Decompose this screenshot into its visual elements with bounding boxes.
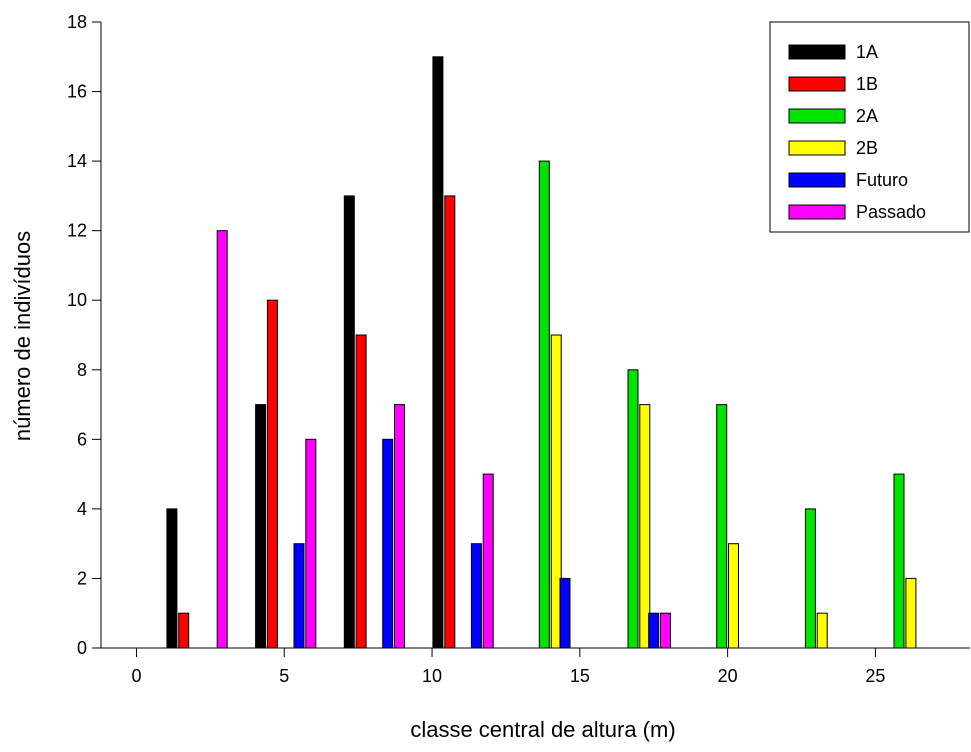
bar-1a-7.2 <box>343 195 355 649</box>
bar-futuro-17.5 <box>648 612 660 649</box>
bar-futuro-14.5 <box>559 577 571 649</box>
bar-passado-2.9 <box>216 230 228 649</box>
bar-passado-11.9 <box>482 473 494 649</box>
legend: 1A 1B 2A 2B Futuro Passado <box>769 21 970 233</box>
bar-2a-19.8 <box>716 404 728 649</box>
legend-swatch-1b <box>788 76 846 92</box>
x-tick-label-15: 15 <box>570 666 590 686</box>
bar-passado-8.9 <box>394 404 405 649</box>
x-axis-title: classe central de altura (m) <box>410 717 675 742</box>
y-tick-label-4: 4 <box>77 499 87 519</box>
bar-futuro-5.5 <box>293 543 305 649</box>
bar-1a-10.2 <box>432 56 444 649</box>
y-tick-label-10: 10 <box>67 290 87 310</box>
y-axis-title: número de indivíduos <box>10 231 35 441</box>
legend-label-passado: Passado <box>856 202 926 222</box>
legend-swatch-futuro <box>788 172 846 188</box>
bar-passado-17.9 <box>660 612 671 649</box>
y-tick-label-18: 18 <box>67 12 87 32</box>
x-tick-label-10: 10 <box>422 666 442 686</box>
bar-2a-13.8 <box>538 160 550 649</box>
legend-swatch-1a <box>788 44 846 60</box>
legend-label-1b: 1B <box>856 74 878 94</box>
bar-futuro-11.5 <box>470 543 482 649</box>
bar-1b-4.6 <box>266 299 278 649</box>
legend-swatch-2b <box>788 140 846 156</box>
y-tick-label-6: 6 <box>77 429 87 449</box>
legend-label-2a: 2A <box>856 106 878 126</box>
y-tick-label-14: 14 <box>67 151 87 171</box>
y-tick-label-8: 8 <box>77 360 87 380</box>
y-tick-label-0: 0 <box>77 638 87 658</box>
y-tick-label-16: 16 <box>67 82 87 102</box>
legend-label-2b: 2B <box>856 138 878 158</box>
bar-2a-16.8 <box>627 369 639 649</box>
bar-1b-1.6 <box>178 612 190 649</box>
bar-2a-22.8 <box>804 508 816 649</box>
legend-label-futuro: Futuro <box>856 170 908 190</box>
x-tick-label-20: 20 <box>718 666 738 686</box>
legend-swatch-2a <box>788 108 846 124</box>
y-tick-label-12: 12 <box>67 221 87 241</box>
bar-2a-25.8 <box>893 473 905 649</box>
bar-2b-20.2 <box>728 543 739 649</box>
bar-futuro-8.5 <box>382 438 394 649</box>
y-tick-label-2: 2 <box>77 568 87 588</box>
bar-1a-1.2 <box>166 508 178 649</box>
x-tick-label-5: 5 <box>279 666 289 686</box>
bar-1b-7.6 <box>355 334 367 649</box>
legend-swatch-passado <box>788 204 846 220</box>
bar-2b-17.2 <box>639 404 651 649</box>
legend-label-1a: 1A <box>856 42 878 62</box>
bar-1b-10.6 <box>444 195 456 649</box>
axes-layer: 0 2 4 6 8 10 12 14 16 18 0 5 10 15 20 25 <box>67 12 970 686</box>
x-tick-label-25: 25 <box>865 666 885 686</box>
x-tick-label-0: 0 <box>131 666 141 686</box>
bar-1a-4.2 <box>255 404 267 649</box>
bar-2b-26.2 <box>905 577 917 649</box>
bar-2b-23.2 <box>816 612 828 649</box>
bar-passado-5.9 <box>305 438 317 649</box>
bars-layer <box>166 56 917 649</box>
